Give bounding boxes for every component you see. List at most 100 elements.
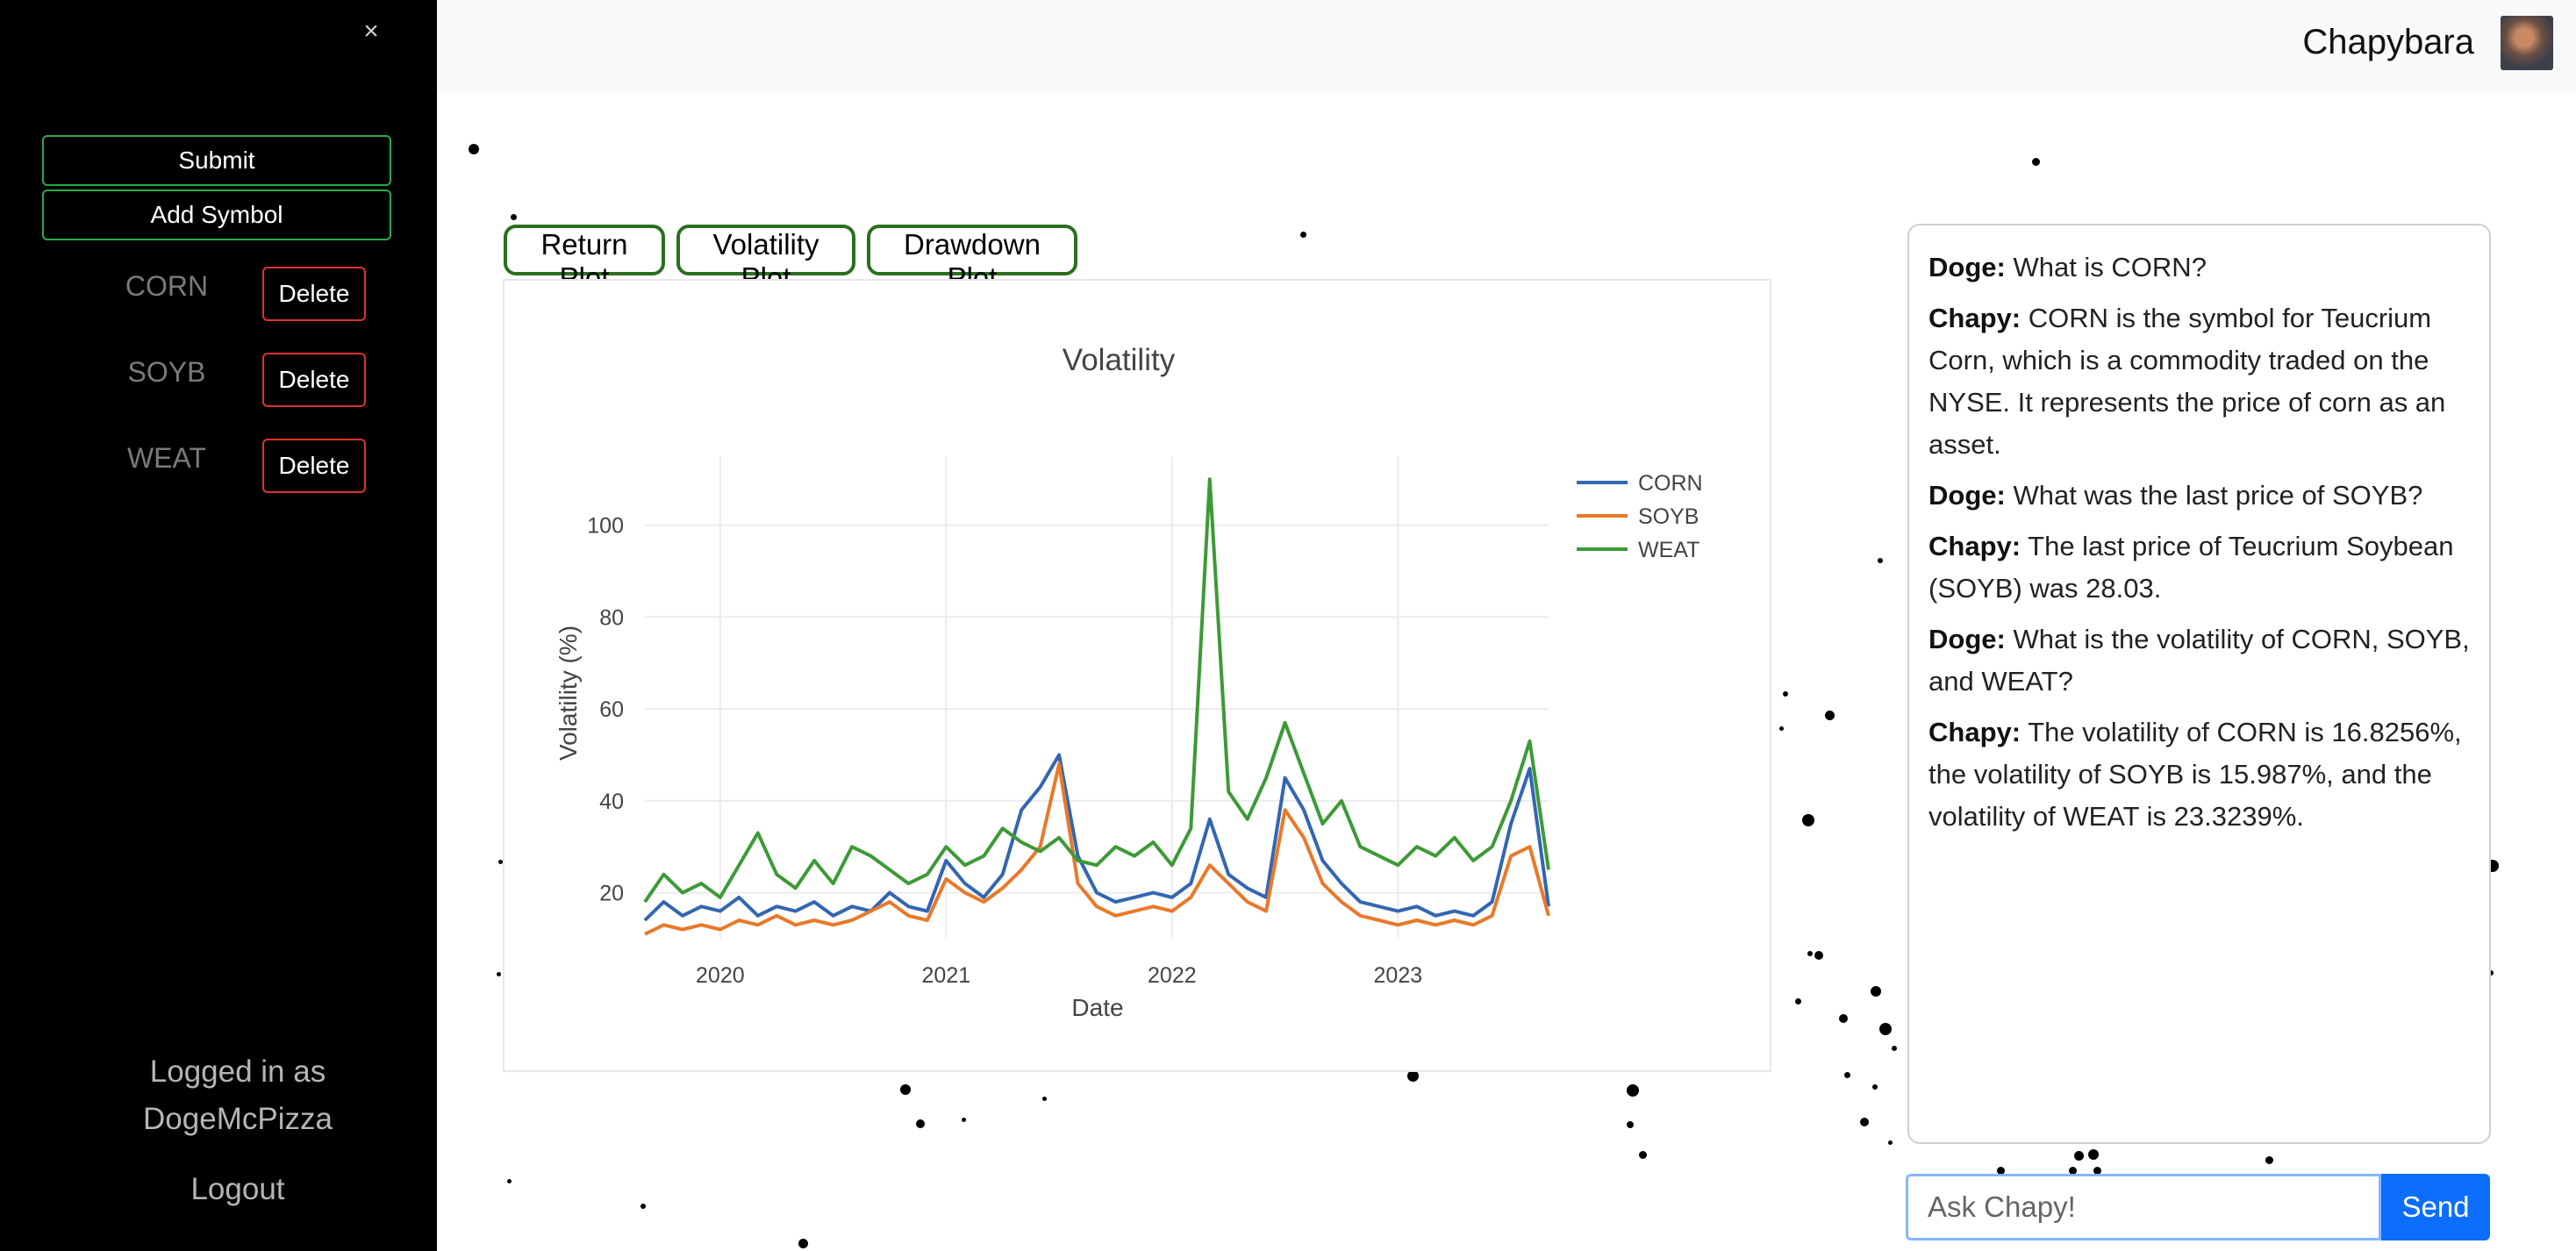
particle-dot <box>2265 1156 2273 1164</box>
particle-dot <box>469 144 479 154</box>
chat-message: Doge: What is CORN? <box>1928 247 2470 289</box>
particle-dot <box>1807 951 1813 956</box>
particle-dot <box>1871 986 1881 997</box>
chat-sender: Chapy: <box>1928 531 2021 561</box>
particle-dot <box>2069 1167 2077 1175</box>
particle-dot <box>2088 1149 2099 1160</box>
y-tick-label: 100 <box>587 514 624 539</box>
particle-dot <box>2032 158 2040 166</box>
chat-text: What is the volatility of CORN, SOYB, an… <box>1928 624 2470 697</box>
x-axis-label: Date <box>1071 994 1123 1021</box>
top-navbar: Chapybara <box>437 0 2576 91</box>
particle-dot <box>497 972 501 976</box>
particle-dot <box>1783 691 1788 697</box>
particle-dot <box>1779 726 1784 731</box>
user-avatar-icon[interactable] <box>2501 16 2553 70</box>
volatility-chart-container: Volatility 20 40 60 80 100 2020 2021 2022 2023 D… <box>503 279 1771 1072</box>
delete-soyb-button[interactable]: Delete <box>262 353 366 407</box>
volatility-plot-button[interactable]: Volatility Plot <box>676 225 855 294</box>
particle-dot <box>798 1239 808 1248</box>
delete-weat-button[interactable]: Delete <box>262 439 366 493</box>
chat-input[interactable] <box>1906 1174 2381 1240</box>
particle-dot <box>2488 970 2494 976</box>
legend-label: SOYB <box>1638 504 1699 529</box>
close-sidebar-icon[interactable]: × <box>363 17 379 46</box>
chat-history: Doge: What is CORN? Chapy: CORN is the s… <box>1907 224 2491 1144</box>
logged-in-username: DogeMcPizza <box>143 1102 333 1136</box>
particle-dot <box>1879 1023 1892 1035</box>
chat-message: Chapy: The last price of Teucrium Soybea… <box>1928 525 2470 610</box>
particle-dot <box>916 1119 925 1128</box>
x-tick-label: 2023 <box>1374 963 1423 988</box>
submit-button[interactable]: Submit <box>42 135 391 186</box>
particle-dot <box>1888 1140 1893 1145</box>
particle-dot <box>507 1179 512 1183</box>
particle-dot <box>498 860 503 864</box>
symbol-label-corn: CORN <box>125 270 209 302</box>
particle-dot <box>1639 1151 1647 1159</box>
legend-label: WEAT <box>1638 538 1699 562</box>
particle-dot <box>900 1084 911 1095</box>
y-tick-label: 60 <box>599 697 624 722</box>
particle-dot <box>1844 1072 1850 1078</box>
chat-message: Doge: What was the last price of SOYB? <box>1928 475 2470 517</box>
chat-sender: Doge: <box>1928 624 2006 654</box>
series-line-soyb <box>644 762 1550 936</box>
chat-sender: Chapy: <box>1928 717 2021 747</box>
chat-message: Chapy: CORN is the symbol for Teucrium C… <box>1928 297 2470 466</box>
symbol-label-soyb: SOYB <box>127 356 206 388</box>
particle-dot <box>640 1204 646 1209</box>
chat-text: What was the last price of SOYB? <box>2013 480 2423 511</box>
particle-dot <box>2093 1167 2101 1175</box>
x-tick-label: 2022 <box>1148 963 1197 988</box>
chat-text: What is CORN? <box>2013 252 2207 282</box>
series-line-corn <box>643 753 1550 922</box>
chat-sender: Doge: <box>1928 252 2006 282</box>
drawdown-plot-button[interactable]: Drawdown Plot <box>867 225 1077 294</box>
y-tick-label: 20 <box>599 882 624 906</box>
chat-text: The volatility of CORN is 16.8256%, the … <box>1928 717 2462 832</box>
logged-in-prefix: Logged in as <box>149 1054 326 1089</box>
particle-dot <box>1814 951 1823 960</box>
particle-dot <box>1407 1070 1419 1082</box>
return-plot-button[interactable]: Return Plot <box>504 225 665 294</box>
particle-dot <box>1802 814 1814 826</box>
y-tick-label: 40 <box>599 790 624 814</box>
particle-dot <box>962 1118 966 1122</box>
chart-title: Volatility <box>1063 343 1176 377</box>
particle-dot <box>1042 1097 1047 1101</box>
particle-dot <box>1872 1084 1878 1090</box>
particle-dot <box>1627 1084 1639 1097</box>
brand-title: Chapybara <box>2302 23 2474 61</box>
chat-sender: Chapy: <box>1928 303 2021 333</box>
send-button[interactable]: Send <box>2381 1174 2490 1240</box>
symbol-label-weat: WEAT <box>126 442 207 474</box>
particle-dot <box>2074 1151 2084 1161</box>
legend-label: CORN <box>1638 471 1703 496</box>
add-symbol-button[interactable]: Add Symbol <box>42 189 391 240</box>
particle-dot <box>1839 1014 1848 1023</box>
chat-sender: Doge: <box>1928 480 2006 511</box>
x-tick-label: 2020 <box>696 963 745 988</box>
particle-dot <box>1300 232 1306 238</box>
series-line-weat <box>643 477 1550 904</box>
chat-message: Doge: What is the volatility of CORN, SO… <box>1928 618 2470 703</box>
particle-dot <box>1860 1118 1869 1126</box>
particle-dot <box>1892 1046 1897 1051</box>
y-axis-label: Volatility (%) <box>555 626 582 761</box>
chat-text: The last price of Teucrium Soybean (SOYB… <box>1928 531 2454 604</box>
particle-dot <box>1627 1121 1634 1128</box>
delete-corn-button[interactable]: Delete <box>262 267 366 321</box>
sidebar: × Submit Add Symbol CORN Delete SOYB Del… <box>0 0 437 1251</box>
particle-dot <box>1997 1167 2005 1175</box>
logout-link[interactable]: Logout <box>190 1172 285 1206</box>
particle-dot <box>1795 998 1801 1004</box>
particle-dot <box>1878 558 1883 563</box>
y-tick-label: 80 <box>599 605 624 630</box>
x-tick-label: 2021 <box>922 963 971 988</box>
volatility-chart: Volatility 20 40 60 80 100 2020 2021 2022 2023 D… <box>555 343 1703 1021</box>
particle-dot <box>511 214 517 220</box>
particle-dot <box>1825 711 1835 720</box>
chat-text: CORN is the symbol for Teucrium Corn, wh… <box>1928 303 2446 460</box>
chat-message: Chapy: The volatility of CORN is 16.8256… <box>1928 711 2470 838</box>
